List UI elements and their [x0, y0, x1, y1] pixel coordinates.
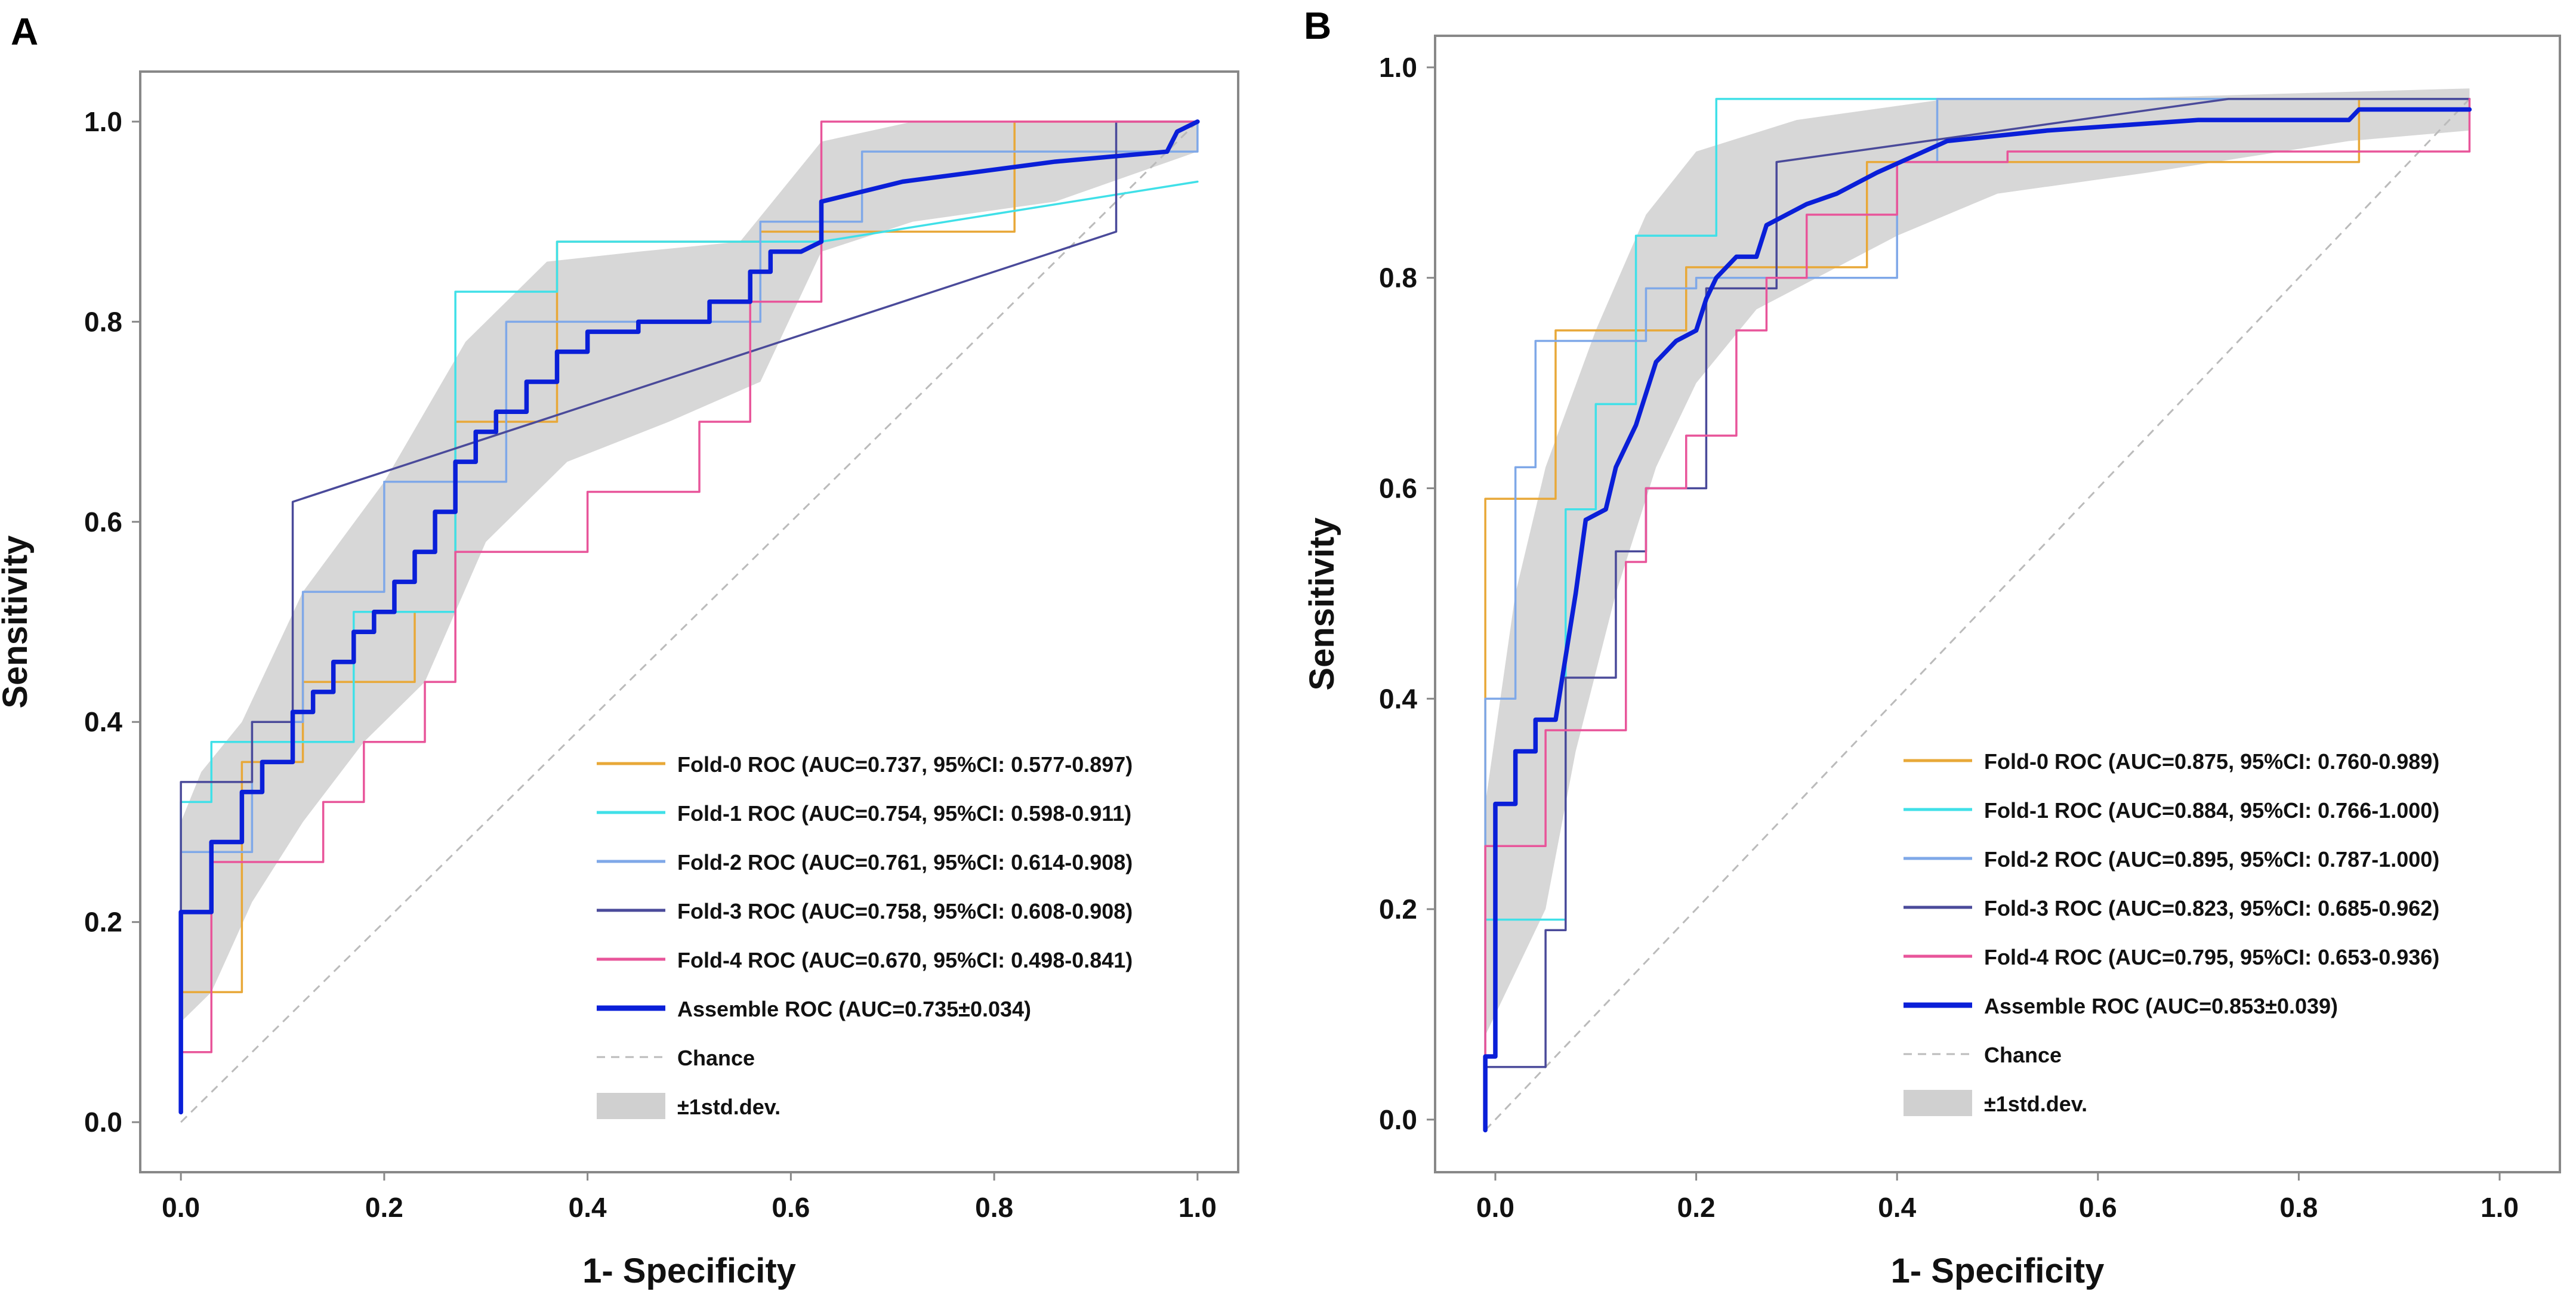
y-tick-label: 0.6 — [1379, 472, 1417, 503]
x-tick-label: 0.8 — [2279, 1192, 2318, 1223]
y-tick-label: 1.0 — [1379, 52, 1417, 83]
x-tick-label: 1.0 — [2481, 1192, 2519, 1223]
x-tick-label: 0.4 — [569, 1192, 607, 1223]
legend-label-fold0: Fold-0 ROC (AUC=0.875, 95%CI: 0.760-0.98… — [1984, 749, 2439, 774]
y-tick-label: 0.0 — [1379, 1104, 1417, 1135]
legend: Fold-0 ROC (AUC=0.737, 95%CI: 0.577-0.89… — [597, 752, 1133, 1119]
series-line-fold1 — [1484, 98, 2471, 1132]
series-line-assemble — [178, 119, 1200, 1115]
legend-label-fold2: Fold-2 ROC (AUC=0.895, 95%CI: 0.787-1.00… — [1984, 847, 2439, 872]
x-tick-label: 0.0 — [1476, 1192, 1514, 1223]
x-axis-label: 1- Specificity — [1891, 1252, 2105, 1290]
y-tick-label: 0.4 — [1379, 683, 1417, 714]
series-line-fold4 — [1484, 98, 2471, 1132]
series-line-fold0 — [1484, 98, 2471, 1132]
x-tick-label: 0.2 — [365, 1192, 403, 1223]
legend-label-fold4: Fold-4 ROC (AUC=0.670, 95%CI: 0.498-0.84… — [677, 948, 1133, 972]
x-tick-label: 0.0 — [162, 1192, 200, 1223]
y-tick-label: 0.0 — [84, 1107, 122, 1138]
legend-label-fold3: Fold-3 ROC (AUC=0.758, 95%CI: 0.608-0.90… — [677, 899, 1133, 923]
y-tick-label: 0.2 — [84, 907, 122, 938]
panel-label: A — [11, 10, 38, 53]
y-tick-label: 0.8 — [1379, 262, 1417, 293]
x-tick-label: 0.6 — [2079, 1192, 2117, 1223]
legend-label-fold3: Fold-3 ROC (AUC=0.823, 95%CI: 0.685-0.96… — [1984, 896, 2439, 920]
chance-line — [180, 121, 1198, 1123]
legend-label-band: ±1std.dev. — [677, 1095, 780, 1119]
roc-panel-a: A 0.0 0.2 0.4 0.6 0.8 1.0 0.0 0.2 0.4 0.6 0.8 1.0 1- … — [0, 10, 1239, 1290]
y-axis-label: Sensitivity — [1303, 517, 1341, 690]
series-line-fold2 — [180, 121, 1199, 1114]
std-dev-band — [1485, 88, 2470, 1036]
legend-label-chance: Chance — [677, 1046, 755, 1070]
legend-label-fold1: Fold-1 ROC (AUC=0.884, 95%CI: 0.766-1.00… — [1984, 798, 2439, 823]
series-line-fold1 — [180, 180, 1199, 1114]
plot-frame — [139, 70, 1239, 1173]
x-axis-label: 1- Specificity — [582, 1252, 796, 1290]
legend: Fold-0 ROC (AUC=0.875, 95%CI: 0.760-0.98… — [1904, 749, 2439, 1116]
legend-label-fold1: Fold-1 ROC (AUC=0.754, 95%CI: 0.598-0.91… — [677, 801, 1131, 826]
x-tick-label: 0.8 — [975, 1192, 1013, 1223]
x-tick-label: 0.2 — [1677, 1192, 1716, 1223]
y-axis-label: Sensitivity — [0, 535, 35, 708]
x-tick-label: 1.0 — [1179, 1192, 1217, 1223]
std-dev-band — [181, 121, 1198, 1022]
y-tick-label: 1.0 — [84, 106, 122, 137]
y-tick-label: 0.4 — [84, 706, 122, 737]
legend-label-chance: Chance — [1984, 1043, 2062, 1067]
y-tick-label: 0.2 — [1379, 894, 1417, 925]
legend-label-fold4: Fold-4 ROC (AUC=0.795, 95%CI: 0.653-0.93… — [1984, 945, 2439, 969]
series-line-fold4 — [180, 121, 1199, 1114]
panel-label: B — [1304, 4, 1331, 47]
x-tick-label: 0.6 — [772, 1192, 810, 1223]
plot-frame — [1434, 35, 2561, 1173]
x-tick-label: 0.4 — [1878, 1192, 1916, 1223]
series-line-assemble — [1483, 107, 2472, 1133]
legend-swatch-band — [597, 1093, 665, 1119]
y-tick-label: 0.8 — [84, 306, 122, 337]
y-tick-label: 0.6 — [84, 506, 122, 537]
legend-label-band: ±1std.dev. — [1984, 1092, 2087, 1116]
legend-label-fold2: Fold-2 ROC (AUC=0.761, 95%CI: 0.614-0.90… — [677, 850, 1133, 875]
series-line-fold3 — [1484, 98, 2471, 1132]
legend-label-assemble: Assemble ROC (AUC=0.735±0.034) — [677, 997, 1031, 1021]
roc-panel-b: B 0.0 0.2 0.4 0.6 0.8 1.0 0.0 0.2 0.4 0.6 0.8 1.0 1- … — [1303, 4, 2561, 1290]
legend-swatch-band — [1904, 1090, 1972, 1116]
legend-label-fold0: Fold-0 ROC (AUC=0.737, 95%CI: 0.577-0.89… — [677, 752, 1133, 777]
legend-label-assemble: Assemble ROC (AUC=0.853±0.039) — [1984, 994, 2338, 1018]
